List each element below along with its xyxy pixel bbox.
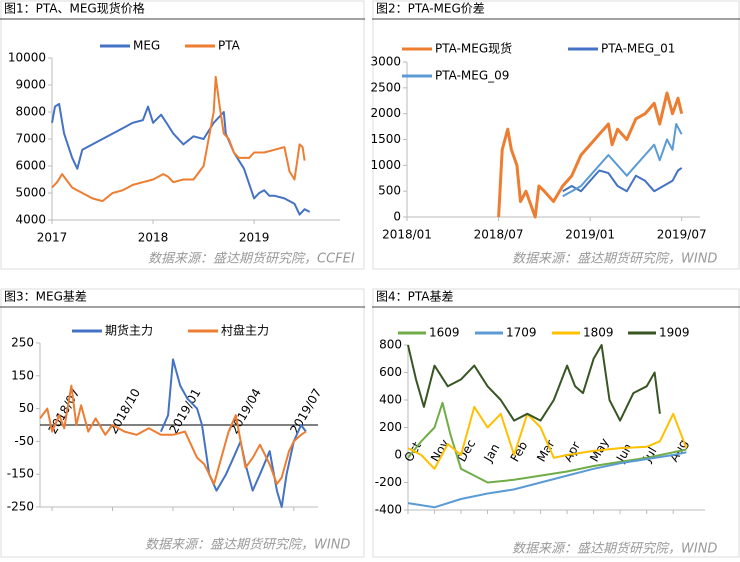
panel-title: 图4：PTA基差: [376, 290, 453, 304]
panel-frame: [372, 288, 740, 558]
x-tick-label: 2019/01: [565, 228, 615, 242]
source-note: 数据来源：盛达期货研究院，WIND: [512, 541, 717, 557]
y-tick-label: 0: [393, 210, 401, 224]
y-tick-label: -200: [375, 475, 402, 489]
y-tick-label: 1500: [370, 132, 401, 146]
y-tick-label: 8000: [15, 105, 46, 119]
x-tick-label: 2019/07: [657, 228, 707, 242]
y-tick-label: 5000: [15, 186, 46, 200]
source-note: 数据来源：盛达期货研究院，WIND: [512, 251, 717, 267]
series-line: [562, 123, 683, 198]
x-tick-label: Apr: [561, 439, 584, 464]
y-tick-label: -400: [375, 503, 402, 517]
x-tick-label: 2018/07: [474, 228, 524, 242]
legend-label: PTA-MEG_09: [435, 69, 509, 83]
panel-frame: [0, 288, 365, 558]
y-tick-label: 200: [379, 420, 402, 434]
x-tick-label: 2019/04: [227, 386, 264, 436]
y-tick-label: 0: [394, 448, 402, 462]
legend-label: 1709: [506, 326, 537, 340]
source-note: 数据来源：盛达期货研究院，WIND: [145, 537, 350, 553]
y-tick-label: -250: [7, 500, 34, 514]
source-note: 数据来源：盛达期货研究院，CCFEI: [148, 251, 355, 267]
legend-label: 1909: [659, 326, 690, 340]
series-line: [51, 75, 306, 203]
legend-label: PTA-MEG现货: [435, 41, 512, 56]
panel-frame: [0, 0, 365, 270]
y-tick-label: 500: [378, 184, 401, 198]
panel-title: 图2：PTA-MEG价差: [376, 2, 485, 16]
y-tick-label: 7000: [15, 132, 46, 146]
legend-label: 村盘主力: [221, 323, 269, 338]
panel-frame: [372, 0, 740, 270]
y-tick-label: 400: [379, 393, 402, 407]
y-tick-label: -50: [14, 434, 34, 448]
y-tick-label: 4000: [15, 213, 46, 227]
series-line: [51, 102, 311, 216]
series-line: [159, 358, 307, 508]
x-tick-label: Jan: [481, 441, 503, 465]
y-tick-label: 50: [19, 401, 34, 415]
y-tick-label: 250: [11, 336, 34, 350]
y-tick-label: 2500: [370, 80, 401, 94]
legend-label: PTA-MEG_01: [601, 42, 675, 56]
x-tick-label: 2018/10: [106, 386, 143, 436]
legend-label: 1609: [429, 326, 460, 340]
y-tick-label: 1000: [370, 158, 401, 172]
x-tick-label: 2018: [138, 231, 169, 245]
panel-title: 图1：PTA、MEG现货价格: [4, 1, 145, 16]
series-line: [497, 91, 684, 219]
legend-label: MEG: [133, 39, 160, 53]
series-line: [407, 344, 661, 422]
x-tick-label: 2018/01: [382, 228, 432, 242]
panel-title: 图3：MEG基差: [4, 290, 87, 304]
series-line: [407, 451, 687, 509]
legend-label: 期货主力: [105, 323, 153, 338]
y-tick-label: -150: [7, 467, 34, 481]
series-line: [407, 401, 687, 484]
y-tick-label: 600: [379, 365, 402, 379]
y-tick-label: 9000: [15, 78, 46, 92]
y-tick-label: 10000: [8, 51, 46, 65]
x-tick-label: 2019: [239, 231, 270, 245]
legend-label: PTA: [218, 39, 241, 53]
series-line: [39, 384, 307, 485]
y-tick-label: 150: [11, 368, 34, 382]
y-tick-label: 3000: [370, 55, 401, 69]
series-line: [562, 167, 683, 193]
legend-label: 1809: [583, 326, 614, 340]
y-tick-label: 2000: [370, 106, 401, 120]
x-tick-label: 2019/07: [287, 386, 324, 436]
y-tick-label: 800: [379, 338, 402, 352]
x-tick-label: 2017: [37, 231, 68, 245]
y-tick-label: 6000: [15, 159, 46, 173]
